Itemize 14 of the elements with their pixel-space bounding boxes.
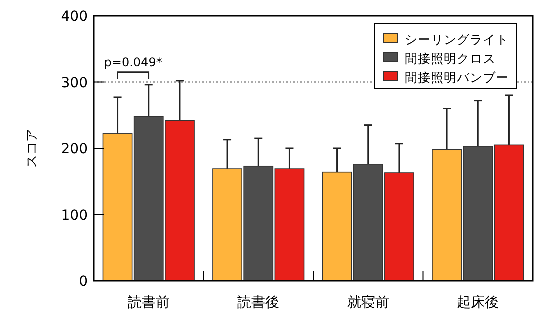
y-tick-label: 400 [61,9,88,25]
x-tick-label: 起床後 [457,295,500,311]
x-tick-label: 読書前 [128,295,170,311]
x-tick-label: 就寝前 [347,295,390,311]
y-tick-label: 200 [61,142,88,158]
y-axis-title: スコア [25,129,40,168]
annotation: p=0.049* [104,55,162,70]
y-tick-label: 300 [61,75,88,92]
y-tick-label: 0 [79,274,88,290]
legend-label: シーリングライト [405,32,509,47]
x-tick-label: 読書後 [238,295,280,311]
legend-label: 間接照明クロス [405,51,496,66]
y-tick-label: 100 [61,208,88,224]
legend-label: 間接照明バンブー [405,70,509,85]
